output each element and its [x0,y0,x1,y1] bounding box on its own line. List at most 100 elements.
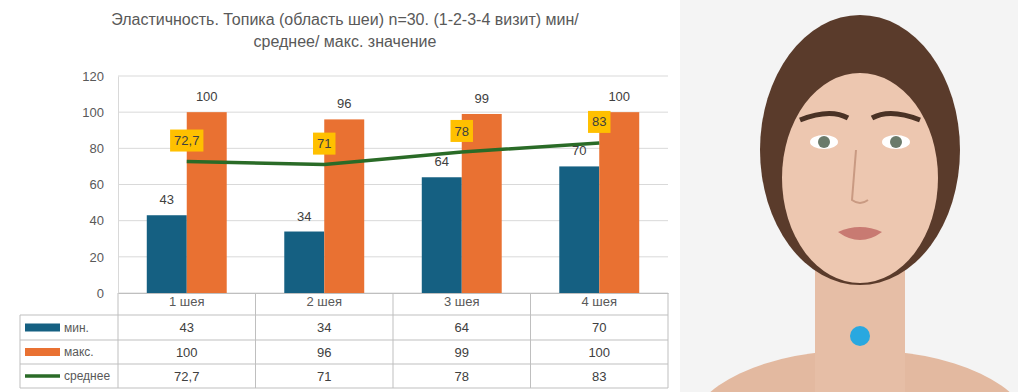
chart-container: Эластичность. Топика (область шеи) n=30.… [0,0,1018,392]
table-column-line [255,293,256,388]
line-label-text: 78 [455,124,469,139]
line-label: 83 [588,111,610,133]
y-tick-label: 60 [90,177,104,192]
table-legend-key [25,324,60,332]
table-column-line [530,293,531,388]
table-row-line [20,364,668,365]
y-tick: 100 [82,105,118,120]
y-tick: 40 [90,213,118,228]
table-value: 70 [592,320,606,335]
line-label-text: 83 [592,114,606,129]
grid [118,76,668,293]
x-tick: 4 шея [581,293,617,309]
table-row-line [20,388,668,389]
iris-left [818,136,830,148]
bar [284,232,324,293]
chart-title-line: среднее/ макс. значение [254,33,437,50]
bar-label: 70 [572,143,586,158]
chart-title: Эластичность. Топика (область шеи) n=30.… [111,11,579,50]
bar-label: 99 [475,91,489,106]
lips [838,227,882,240]
table-column-line [393,293,394,388]
line-label-box [170,130,203,152]
chart-svg: Эластичность. Топика (область шеи) n=30.… [0,0,1018,392]
line-label-box [313,133,335,155]
line-label: 78 [451,120,473,142]
table-value: 99 [455,345,469,360]
table-value: 71 [317,369,331,384]
table-legend-key [25,348,60,356]
x-tick: 3 шея [444,293,480,309]
x-tick-label: 3 шея [444,294,480,309]
chart-title-line: Эластичность. Топика (область шеи) n=30.… [111,11,579,28]
line-label: 72,7 [170,130,203,152]
y-axis: 0 20 40 60 80 100 120 [82,69,118,301]
table-column-line [668,293,669,388]
bar-label: 43 [160,192,174,207]
line [187,143,600,165]
y-tick-label: 20 [90,249,104,264]
neck-zone-marker [850,326,870,346]
brow-left [800,113,848,120]
line-label-box [451,120,473,142]
bar-label: 100 [608,89,630,104]
y-tick-label: 100 [82,105,104,120]
table-value: 78 [455,369,469,384]
line-label-box [588,111,610,133]
y-tick: 20 [90,249,118,264]
data-table: мин. 43 34 64 70 макс. 100 96 99 100 среднее 72,7 71… [20,293,668,388]
x-tick: 2 шея [306,293,342,309]
x-tick: 1 шея [169,293,205,309]
table-value: 72,7 [174,369,199,384]
y-tick-label: 0 [97,286,104,301]
bar [422,177,462,293]
y-tick: 120 [82,69,118,84]
portrait [680,0,1018,392]
x-tick-label: 1 шея [169,294,205,309]
data-labels: 43 34 64 70 100 96 99 100 72,7 71 78 83 [160,89,631,223]
line-label-text: 72,7 [174,133,199,148]
line-label-text: 71 [317,136,331,151]
y-tick: 60 [90,177,118,192]
table-legend-label: мин. [64,321,89,335]
line-label: 71 [313,133,335,155]
eye-right [882,135,910,149]
table-value: 100 [588,345,610,360]
plot-marks [147,112,639,293]
table-legend-label: макс. [64,345,94,359]
y-tick-label: 80 [90,141,104,156]
nose [852,150,868,203]
bar-label: 100 [196,89,218,104]
table-value: 64 [455,320,469,335]
iris-right [890,136,902,148]
table-value: 100 [176,345,198,360]
bar-label: 34 [297,209,311,224]
table-value: 83 [592,369,606,384]
y-tick: 80 [90,141,118,156]
y-tick-label: 40 [90,213,104,228]
table-row-line [20,340,668,341]
table-row-line [20,315,668,316]
brow-right [872,113,920,120]
y-tick-label: 120 [82,69,104,84]
bar-label: 96 [337,96,351,111]
eye-left [810,135,838,149]
y-tick: 0 [97,286,118,301]
table-column-line [20,315,21,388]
y-axis-line [118,77,119,294]
x-tick-label: 2 шея [306,294,342,309]
face [782,73,938,283]
table-legend-key [25,374,60,378]
hair [760,15,960,285]
table-column-line [118,293,119,388]
bar [599,112,639,293]
table-value: 34 [317,320,331,335]
table-legend-label: среднее [64,369,110,383]
grid-line [118,76,668,77]
bar [147,215,187,293]
bar-label: 64 [435,154,449,169]
x-tick-label: 4 шея [581,294,617,309]
table-value: 43 [180,320,194,335]
bar [559,166,599,293]
table-value: 96 [317,345,331,360]
